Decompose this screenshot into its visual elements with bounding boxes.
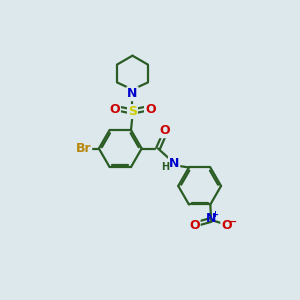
Text: O: O — [159, 124, 170, 137]
Text: +: + — [212, 209, 219, 218]
Text: O: O — [145, 103, 156, 116]
Text: N: N — [206, 212, 216, 225]
Text: O: O — [221, 219, 232, 232]
Text: S: S — [128, 105, 137, 118]
Text: Br: Br — [76, 142, 91, 155]
Text: N: N — [127, 87, 138, 100]
Text: O: O — [109, 103, 120, 116]
Text: O: O — [189, 219, 200, 232]
Text: H: H — [161, 162, 169, 172]
Text: N: N — [169, 157, 179, 169]
Text: −: − — [227, 217, 237, 227]
